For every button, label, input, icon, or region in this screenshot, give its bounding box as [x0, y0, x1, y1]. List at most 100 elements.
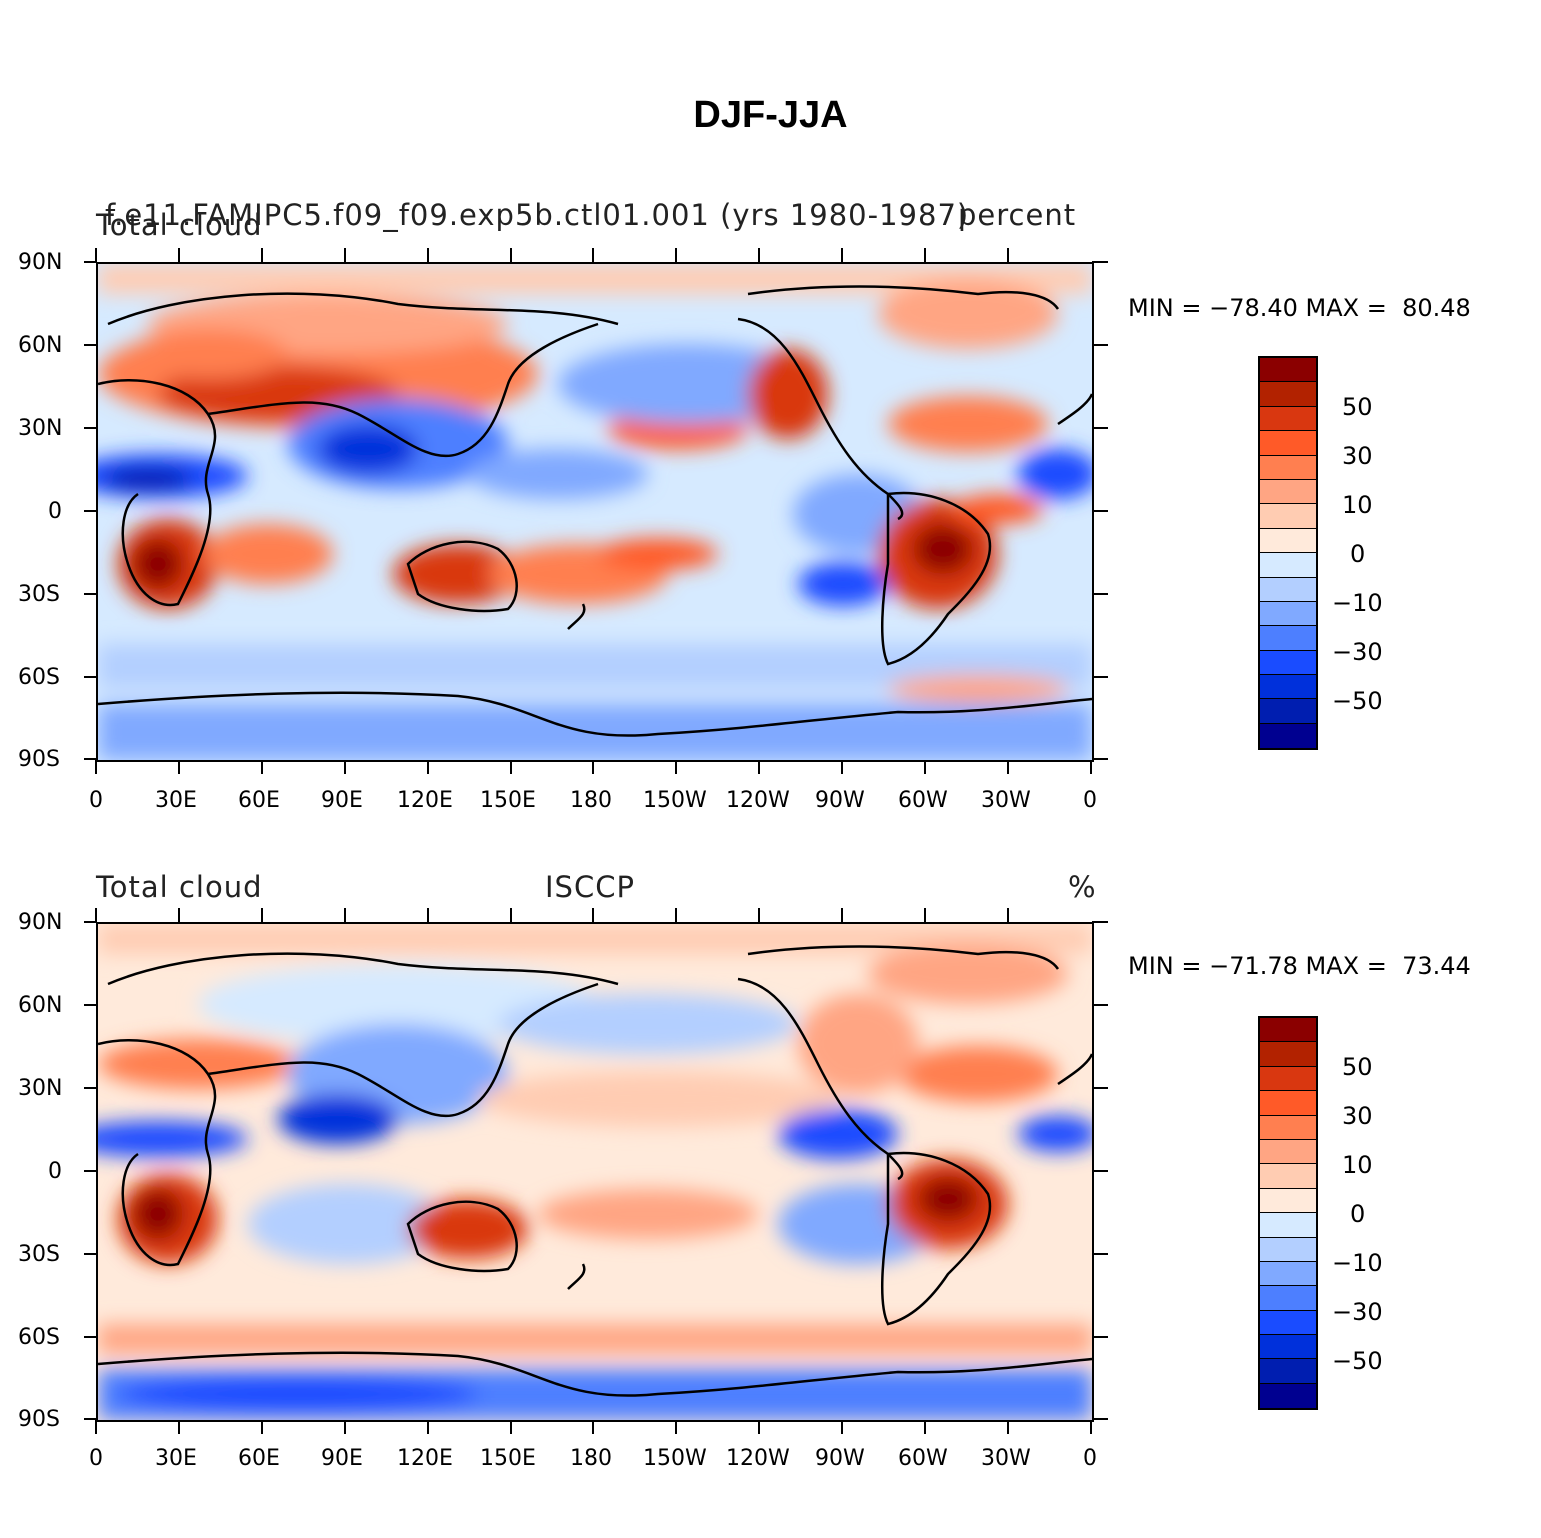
panel-observed: Total cloud ISCCP %: [0, 856, 1541, 1516]
lat-label: 60N: [18, 333, 63, 358]
lon-label: 150E: [480, 1446, 536, 1471]
lat-label: 30N: [18, 1076, 63, 1101]
colorbar-label: 50: [1342, 393, 1373, 421]
lat-label: 60N: [18, 993, 63, 1018]
colorbar-label: −10: [1332, 1249, 1383, 1277]
lon-label: 60W: [898, 1446, 948, 1471]
colorbar-swatch: [1260, 479, 1316, 505]
lat-label: 60S: [18, 1325, 60, 1350]
colorbar-swatch: [1260, 406, 1316, 432]
colorbar-label: −30: [1332, 638, 1383, 666]
colorbar-swatch: [1260, 1139, 1316, 1165]
lat-label: 0: [48, 1159, 62, 1184]
colorbar-swatch: [1260, 650, 1316, 676]
colorbar-swatch: [1260, 1286, 1316, 1311]
minmax-readout: MIN = −78.40 MAX = 80.48: [1128, 294, 1471, 322]
lon-label: 30W: [981, 788, 1031, 813]
colorbar-swatch: [1260, 601, 1316, 627]
colorbar-label: 50: [1342, 1053, 1373, 1081]
lon-label: 120E: [397, 1446, 453, 1471]
colorbar-swatch: [1260, 699, 1316, 724]
panel-left-label: Total cloud: [96, 208, 263, 242]
colorbar-swatch: [1260, 431, 1316, 456]
lon-label: 90W: [815, 788, 865, 813]
colorbar-swatch: [1260, 455, 1316, 480]
lat-label: 90N: [18, 910, 63, 935]
colorbar-swatch: [1260, 504, 1316, 529]
lon-label: 30W: [981, 1446, 1031, 1471]
colorbar-swatch: [1260, 382, 1316, 407]
lat-label: 30S: [18, 582, 60, 607]
colorbar-swatch: [1260, 723, 1316, 749]
colorbar-label: 0: [1350, 540, 1366, 568]
tick-marks: [84, 248, 1108, 774]
lon-label: 0: [1083, 788, 1097, 813]
colorbar-label: 10: [1342, 491, 1373, 519]
lat-label: 30S: [18, 1242, 60, 1267]
colorbar-swatch: [1260, 1310, 1316, 1336]
colorbar-swatch: [1260, 1237, 1316, 1262]
lon-label: 180: [570, 1446, 612, 1471]
colorbar-label: −30: [1332, 1298, 1383, 1326]
lon-label: 120E: [397, 788, 453, 813]
colorbar-swatch: [1260, 675, 1316, 700]
colorbar-swatch: [1260, 1188, 1316, 1214]
colorbar: [1258, 356, 1318, 751]
colorbar-swatch: [1260, 1213, 1316, 1238]
colorbar-label: 10: [1342, 1151, 1373, 1179]
lon-label: 0: [89, 1446, 103, 1471]
panel-left-label: Total cloud: [96, 870, 263, 904]
colorbar-swatch: [1260, 1042, 1316, 1067]
tick-marks: [84, 908, 1108, 1434]
map-fill-svg: [98, 924, 1092, 1420]
lon-label: 0: [89, 788, 103, 813]
lat-label: 90N: [18, 250, 63, 275]
lon-label: 150E: [480, 788, 536, 813]
colorbar-label: −50: [1332, 1347, 1383, 1375]
lat-label: 30N: [18, 416, 63, 441]
colorbar-swatch: [1260, 1164, 1316, 1189]
colorbar-swatch: [1260, 1359, 1316, 1384]
colorbar-swatch: [1260, 528, 1316, 554]
colorbar-label: 0: [1350, 1200, 1366, 1228]
lon-label: 90W: [815, 1446, 865, 1471]
lon-label: 60W: [898, 788, 948, 813]
colorbar-label: −10: [1332, 589, 1383, 617]
lat-label: 0: [48, 499, 62, 524]
lon-label: 60E: [238, 1446, 280, 1471]
panel-model: Total cloud f.e11.FAMIPC5.f09_f09.exp5b.…: [0, 196, 1541, 856]
lon-label: 150W: [643, 1446, 707, 1471]
colorbar-label: 30: [1342, 442, 1373, 470]
colorbar-label: −50: [1332, 687, 1383, 715]
contour-map: [96, 922, 1094, 1422]
lon-label: 0: [1083, 1446, 1097, 1471]
lon-label: 30E: [155, 788, 197, 813]
contour-map: [96, 262, 1094, 762]
panel-center-label: ISCCP: [545, 870, 635, 904]
lon-label: 150W: [643, 788, 707, 813]
colorbar-swatch: [1260, 1383, 1316, 1409]
lon-label: 120W: [726, 1446, 790, 1471]
colorbar-swatch: [1260, 626, 1316, 651]
colorbar: [1258, 1016, 1318, 1411]
colorbar-swatch: [1260, 1018, 1316, 1043]
lon-label: 90E: [321, 1446, 363, 1471]
panel-right-label: percent: [958, 198, 1077, 232]
colorbar-swatch: [1260, 1335, 1316, 1360]
lon-label: 120W: [726, 788, 790, 813]
colorbar-swatch: [1260, 358, 1316, 383]
map-fill-svg: [98, 264, 1092, 760]
panel-right-label: %: [1068, 870, 1097, 904]
minmax-readout: MIN = −71.78 MAX = 73.44: [1128, 952, 1471, 980]
lon-label: 30E: [155, 1446, 197, 1471]
lon-label: 180: [570, 788, 612, 813]
colorbar-swatch: [1260, 1091, 1316, 1116]
lat-label: 90S: [18, 1407, 60, 1432]
panel-center-label: f.e11.FAMIPC5.f09_f09.exp5b.ctl01.001 (y…: [105, 198, 970, 232]
lat-label: 60S: [18, 665, 60, 690]
lon-label: 90E: [321, 788, 363, 813]
figure-title: DJF-JJA: [693, 94, 848, 136]
colorbar-swatch: [1260, 1261, 1316, 1287]
colorbar-swatch: [1260, 1115, 1316, 1140]
lat-label: 90S: [18, 747, 60, 772]
